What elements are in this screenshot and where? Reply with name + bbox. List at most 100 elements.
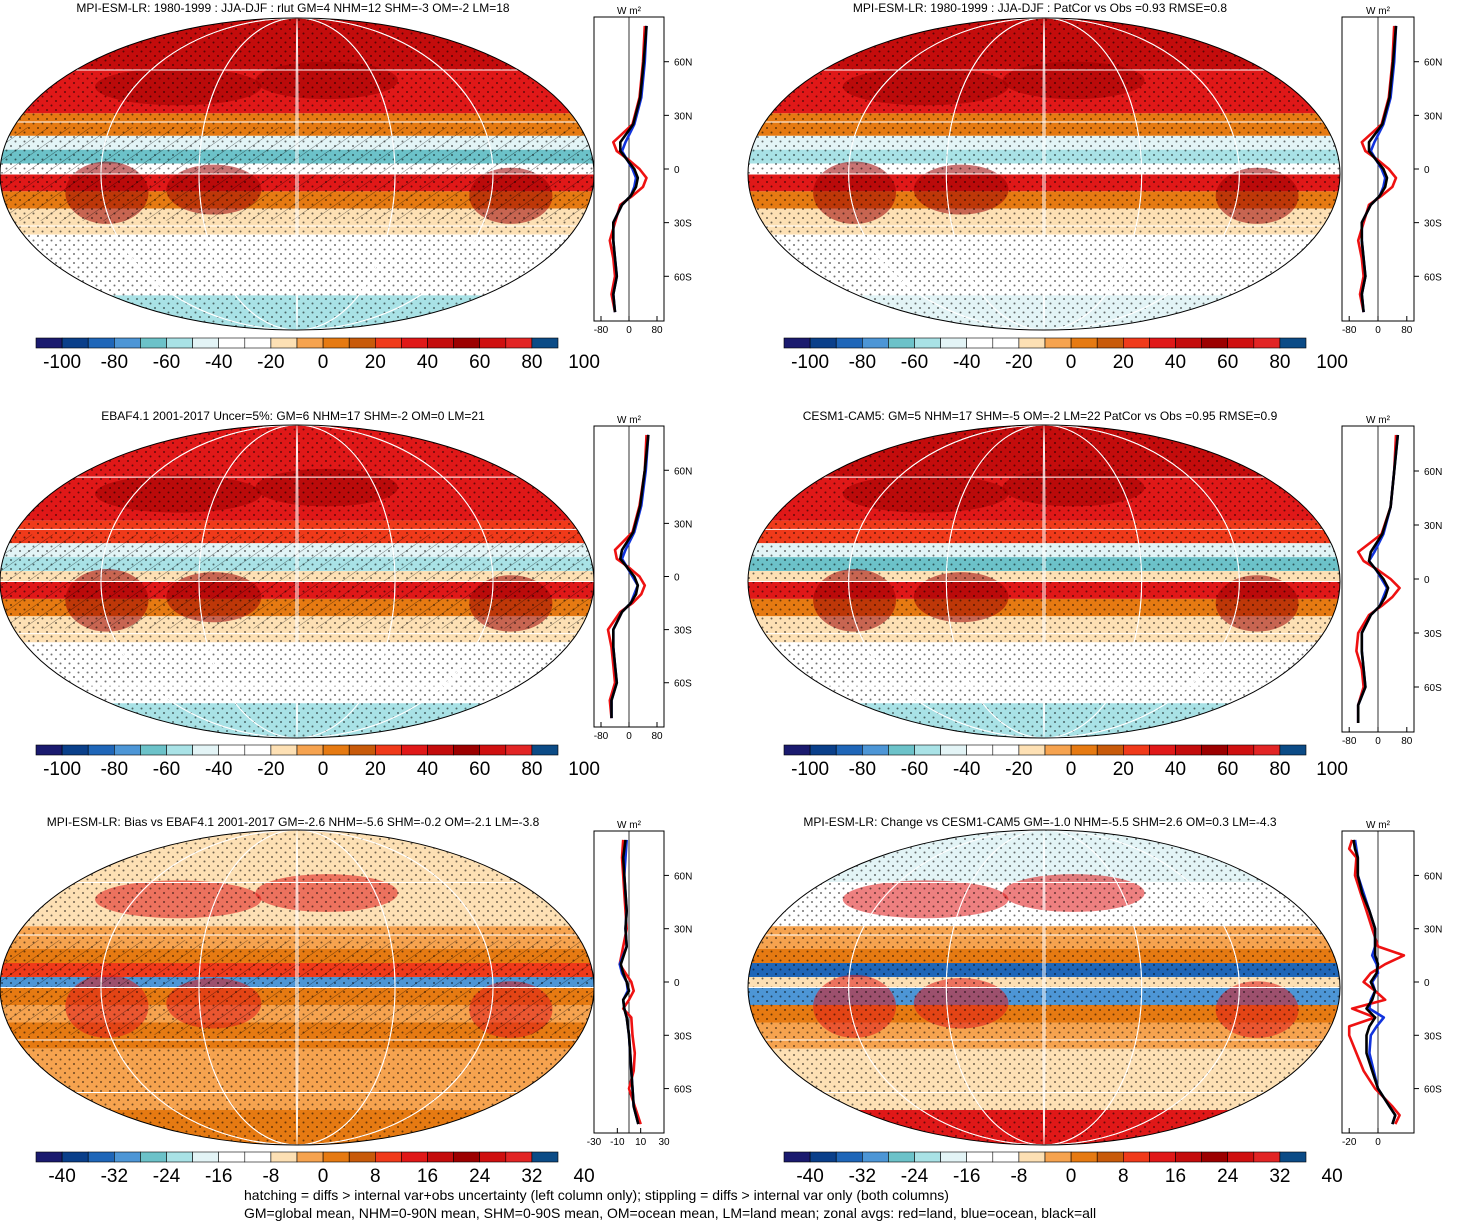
colorbar-box (140, 744, 167, 756)
colorbar-box (479, 744, 507, 756)
colorbar-label: 32 (521, 1166, 542, 1187)
colorbar-label: 24 (469, 1166, 491, 1187)
colorbar-box (192, 744, 220, 756)
colorbar-box (1096, 1151, 1124, 1163)
colorbar-box (1149, 1151, 1176, 1163)
zonal-ytick-label: 60S (674, 679, 692, 690)
colorbar-label: -100 (791, 352, 829, 373)
colorbar-box (1201, 1151, 1228, 1163)
colorbar-box (888, 1151, 915, 1163)
colorbar-box (835, 744, 863, 756)
colorbar-box (270, 744, 298, 756)
zonal-mean-plot: W m² -80 0 80 60N 30N 0 30S 60S (1341, 6, 1442, 336)
colorbar-box (348, 1151, 376, 1163)
colorbar-box (244, 744, 272, 756)
zonal-ytick-label: 30N (674, 519, 692, 530)
colorbar-box (218, 337, 246, 349)
colorbar-label: -60 (901, 352, 928, 373)
zonal-ytick-label: 30S (1424, 629, 1442, 640)
graticule-lon (945, 830, 1143, 1145)
colorbar-box (940, 337, 967, 349)
zonal-ytick-label: 30S (674, 219, 692, 230)
colorbar-label: 60 (469, 352, 490, 373)
colorbar-box (166, 744, 193, 756)
colorbar-label: -40 (953, 352, 980, 373)
colorbar-box (1018, 744, 1046, 756)
colorbar-box (35, 1151, 63, 1163)
colorbar-label: 0 (1066, 759, 1077, 780)
colorbar-box (114, 337, 141, 349)
colorbar-label: 40 (1165, 352, 1186, 373)
colorbar-label: 24 (1217, 1166, 1239, 1187)
colorbar-box (861, 1151, 889, 1163)
colorbar-box (1044, 744, 1072, 756)
colorbar-box (166, 337, 193, 349)
map-outline (747, 829, 1341, 1146)
colorbar-box (888, 744, 915, 756)
zonal-ytick-label: 0 (1424, 575, 1430, 586)
colorbar-label: -16 (205, 1166, 232, 1187)
colorbar-box (1149, 744, 1176, 756)
colorbar: -40 -32 -24 -16 -8 0 8 16 24 32 40 (35, 1151, 595, 1187)
colorbar-label: 32 (1269, 1166, 1290, 1187)
colorbar-box (835, 337, 863, 349)
colorbar-box (992, 1151, 1020, 1163)
colorbar-box (479, 337, 507, 349)
colorbar-box (427, 744, 454, 756)
graticule-lon (1042, 830, 1046, 1145)
zonal-units: W m² (1366, 415, 1391, 426)
map-field (748, 18, 1340, 330)
colorbar-box (218, 744, 246, 756)
panel-1: MPI-ESM-LR: 1980-1999 : JJA-DJF : rlut G… (0, 1, 692, 373)
colorbar-label: 40 (574, 1166, 595, 1187)
colorbar-box (1070, 1151, 1098, 1163)
colorbar-box (1227, 744, 1255, 756)
colorbar-label: -16 (953, 1166, 980, 1187)
colorbar-box (783, 1151, 811, 1163)
colorbar-box (401, 1151, 428, 1163)
zonal-line-all (610, 434, 650, 719)
zonal-ytick-label: 0 (1424, 165, 1430, 176)
colorbar-label: -40 (953, 759, 980, 780)
map-title: MPI-ESM-LR: Change vs CESM1-CAM5 GM=-1.0… (803, 815, 1276, 829)
zonal-units: W m² (617, 415, 642, 426)
graticule-lon (848, 425, 1240, 738)
panel-4: CESM1-CAM5: GM=5 NHM=17 SHM=-5 OM=-2 LM=… (747, 409, 1442, 780)
colorbar-box (1149, 337, 1176, 349)
colorbar-box (348, 744, 376, 756)
colorbar-label: 0 (318, 1166, 329, 1187)
colorbar-box (888, 337, 915, 349)
colorbar-label: 40 (417, 759, 438, 780)
colorbar-label: 8 (1118, 1166, 1129, 1187)
graticule-lon (198, 830, 396, 1145)
colorbar-label: 20 (1113, 352, 1134, 373)
zonal-ytick-label: 30S (674, 1031, 692, 1042)
colorbar-box (140, 337, 167, 349)
zonal-xtick-label: 10 (635, 1137, 647, 1148)
colorbar-box (453, 1151, 481, 1163)
colorbar-label: 20 (1113, 759, 1134, 780)
colorbar-box (809, 744, 837, 756)
colorbar-label: -8 (1010, 1166, 1027, 1187)
colorbar-label: -24 (153, 1166, 181, 1187)
colorbar-box (1123, 1151, 1150, 1163)
zonal-xtick-label: -10 (610, 1137, 625, 1148)
colorbar-label: -40 (48, 1166, 75, 1187)
colorbar-box (1018, 1151, 1046, 1163)
graticule-lon (945, 425, 1143, 738)
zonal-ytick-label: 60N (1424, 871, 1442, 882)
colorbar-label: -32 (101, 1166, 128, 1187)
colorbar-box (270, 337, 298, 349)
zonal-ytick-label: 0 (674, 573, 680, 584)
zonal-mean-plot: W m² -80 0 80 60N 30N 0 30S 60S (593, 6, 692, 336)
graticule-lon (848, 18, 1240, 330)
colorbar-box (940, 1151, 967, 1163)
colorbar-label: 80 (521, 759, 542, 780)
graticule-lon (1042, 18, 1046, 330)
colorbar-label: -20 (1005, 759, 1032, 780)
colorbar-box (401, 337, 428, 349)
colorbar-box (531, 744, 559, 756)
colorbar-box (966, 337, 994, 349)
colorbar-box (531, 337, 559, 349)
